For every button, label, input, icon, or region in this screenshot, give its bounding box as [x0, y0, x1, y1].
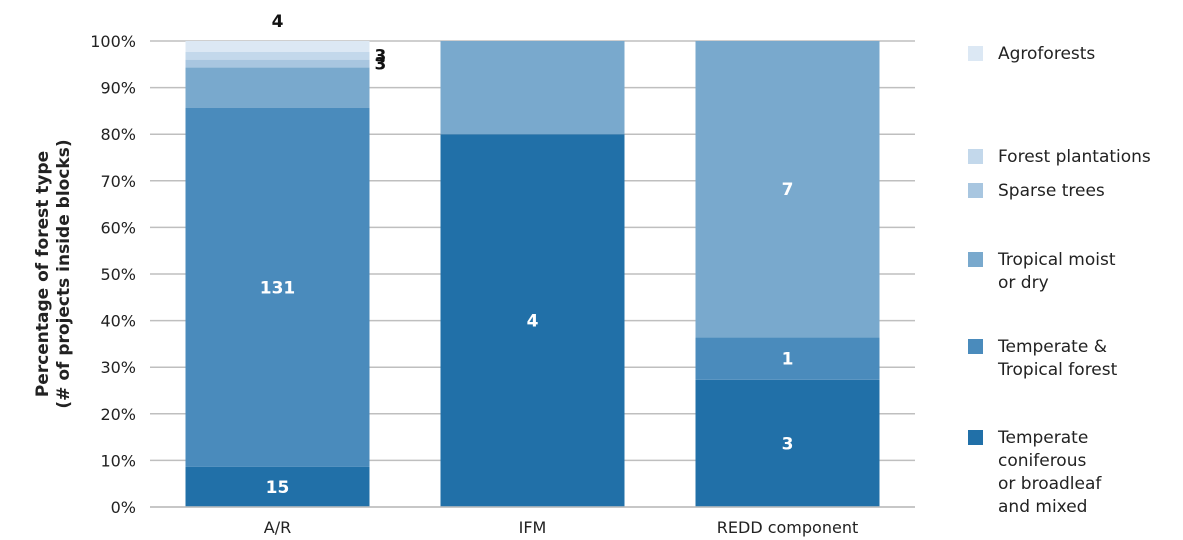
legend-label: Sparse trees [998, 181, 1105, 201]
legend-label: Temperate coniferous or broadleaf and mi… [998, 428, 1102, 517]
bar-segment [440, 134, 625, 507]
data-label: 15 [266, 478, 290, 498]
legend-item: Tropical moist or dry [968, 249, 1178, 295]
legend-item: Forest plantations [968, 146, 1178, 169]
legend-swatch [968, 430, 983, 445]
x-tick-label: REDD component [717, 518, 858, 537]
legend-item: Sparse trees [968, 180, 1178, 203]
bar-segment [185, 466, 370, 507]
bar-segment [185, 107, 370, 467]
legend-swatch [968, 252, 983, 267]
bar-segment [440, 41, 625, 135]
data-label: 3 [375, 55, 387, 75]
y-tick-label: 80% [100, 125, 136, 144]
legend-swatch [968, 339, 983, 354]
data-label: 1 [782, 350, 794, 370]
y-tick-label: 90% [100, 79, 136, 98]
legend-swatch [968, 149, 983, 164]
y-axis-title: Percentage of forest type(# of projects … [33, 139, 74, 408]
y-tick-label: 70% [100, 172, 136, 191]
bar-segment [185, 41, 370, 52]
y-tick-label: 100% [90, 32, 136, 51]
bar-segment [185, 59, 370, 68]
bar-segment [695, 337, 880, 380]
y-tick-label: 0% [111, 498, 136, 517]
y-tick-label: 40% [100, 312, 136, 331]
legend-swatch [968, 183, 983, 198]
data-label: 3 [375, 47, 387, 67]
y-tick-label: 20% [100, 405, 136, 424]
y-tick-label: 60% [100, 218, 136, 237]
data-label: 4 [272, 12, 284, 32]
data-label: 7 [782, 180, 794, 200]
legend-label: Agroforests [998, 44, 1096, 64]
legend-item: Agroforests [968, 43, 1178, 66]
x-tick-label: IFM [519, 518, 547, 537]
bar-segment [185, 51, 370, 60]
legend-item: Temperate coniferous or broadleaf and mi… [968, 427, 1178, 519]
legend-label: Temperate & Tropical forest [998, 337, 1118, 380]
legend-item: Temperate & Tropical forest [968, 336, 1178, 382]
legend-label: Tropical moist or dry [998, 250, 1116, 293]
y-tick-label: 50% [100, 265, 136, 284]
bar-segment [695, 379, 880, 507]
legend-label: Forest plantations [998, 147, 1151, 167]
bar-segment [185, 67, 370, 108]
bar-segment [695, 41, 880, 338]
y-tick-label: 10% [100, 451, 136, 470]
legend-swatch [968, 46, 983, 61]
data-label: 4 [527, 312, 539, 332]
data-label: 131 [260, 278, 296, 298]
x-tick-label: A/R [264, 518, 291, 537]
data-label: 3 [782, 434, 794, 454]
y-tick-label: 30% [100, 358, 136, 377]
